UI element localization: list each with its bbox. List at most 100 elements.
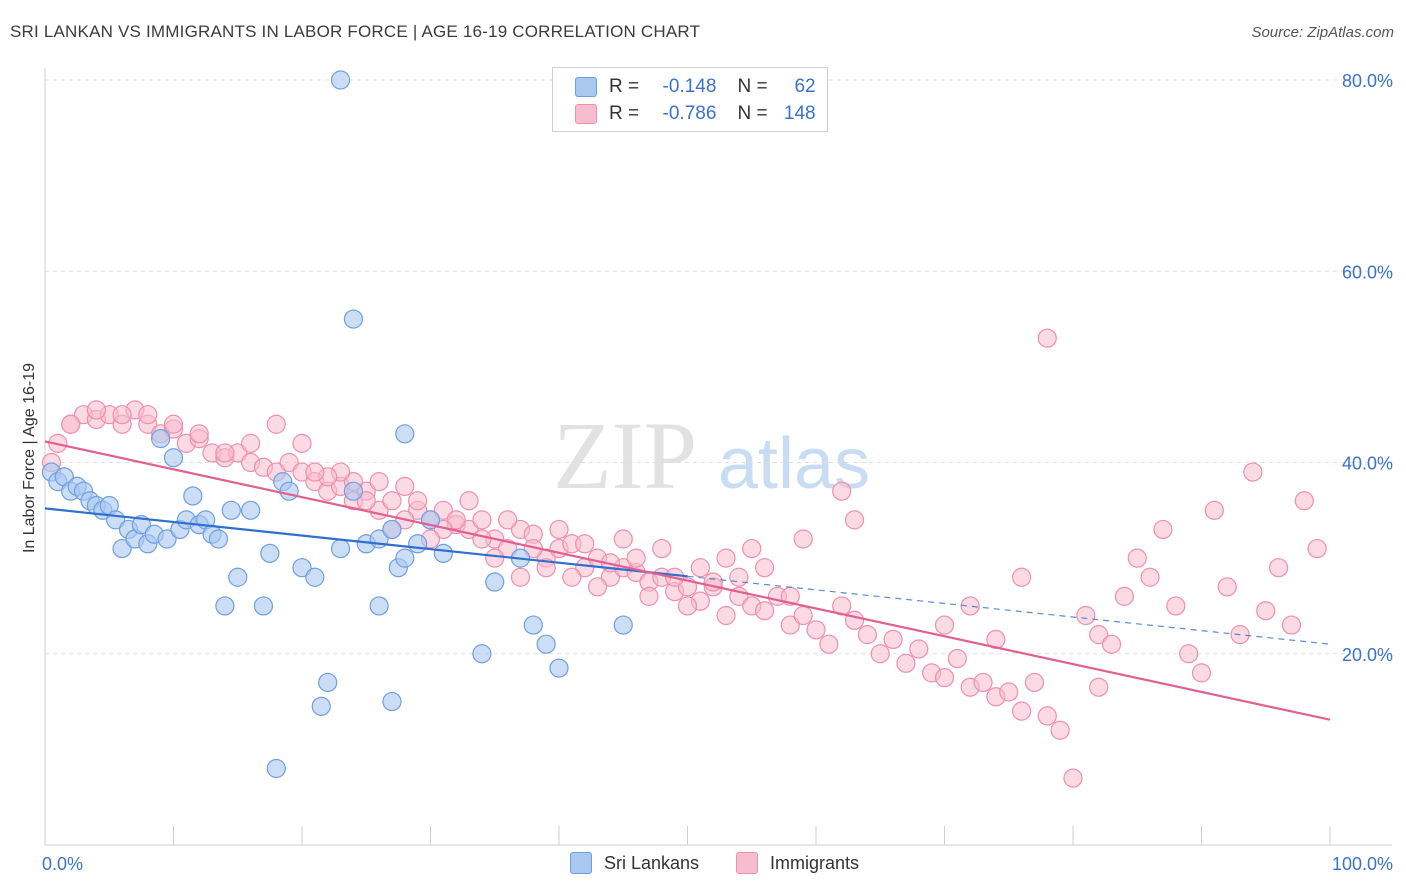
source-label: Source: ZipAtlas.com [1251,24,1394,41]
series-legend: Sri Lankans Immigrants [0,852,1406,878]
series-legend-immigrants: Immigrants [736,852,859,874]
immigrants-point [1037,706,1057,726]
immigrants-point [587,577,608,597]
series-label-sri-lankans: Sri Lankans [604,852,700,873]
grid [45,79,1392,655]
immigrants-point [999,682,1019,702]
sri-lankans-point [343,481,363,501]
immigrants-point [1024,672,1045,693]
immigrants-point [138,405,158,425]
legend-r-value: -0.148 [662,76,717,97]
immigrants-point [1089,677,1109,697]
immigrants-point [870,644,890,664]
immigrants-point [562,567,582,587]
immigrants-point [613,529,633,549]
sri-lankans-point [151,428,171,449]
sri-lankans-point [260,543,280,563]
immigrants-point [832,481,852,501]
immigrants-point [1101,634,1122,654]
immigrants-point [266,414,286,434]
sri-lankans-point [215,596,235,616]
series-legend-sri-lankans: Sri Lankans [570,852,699,874]
sri-lankans-point [613,615,633,635]
immigrants-point [1153,519,1173,540]
x-tick-label: 0.0% [42,854,83,874]
immigrants-point [1011,701,1032,721]
immigrants-point [690,558,710,578]
immigrants-point [510,567,531,587]
immigrants-point [408,491,428,511]
watermark-zip: ZIP [553,402,697,509]
immigrants-point [639,586,659,606]
sri-lankans-point [157,529,177,549]
immigrants-point [857,625,878,645]
immigrants-trend-line [44,440,1331,721]
legend-n-value: 62 [794,76,816,97]
trend-lines [44,440,1331,721]
immigrants-point [947,648,967,669]
immigrants-point [844,510,865,530]
immigrants-point [305,462,325,482]
immigrants-point [112,405,132,425]
immigrants-point [754,558,775,578]
sri-lankans-point [221,500,241,520]
sri-lankans-point [266,758,286,779]
immigrants-point [1063,768,1083,788]
immigrants-point [369,472,389,492]
sri-lankans-point [369,596,389,616]
sri-lankans-point [112,538,132,559]
sri-lankans-point [318,672,338,693]
immigrants-point [1179,644,1199,664]
legend-r-value: -0.786 [662,103,717,124]
legend-swatch-blue [575,77,597,97]
immigrants-point [549,519,569,540]
tick-labels: 20.0% 40.0% 60.0% 80.0% 0.0% 100.0% [42,71,1393,874]
sri-lankans-point [330,70,351,90]
y-tick-label: 60.0% [1342,262,1393,282]
immigrants-point [395,476,415,497]
immigrants-point [472,529,492,549]
sri-lankans-point [228,567,248,587]
sri-lankans-trend-dashed [687,575,1331,645]
immigrants-point [1307,538,1327,559]
sri-lankans-point [395,548,415,568]
immigrants-point [1037,328,1057,348]
immigrants-point [1268,558,1289,578]
correlation-legend: R = -0.148 N = 62 R = -0.786 N = 148 [552,67,828,132]
immigrants-point [575,534,595,554]
immigrants-point [844,610,865,630]
immigrants-point [883,629,903,650]
immigrants-point [1243,462,1263,482]
sri-lankans-point [163,448,184,468]
sri-lankans-trend-solid [44,507,688,578]
immigrants-point [677,596,698,616]
sri-lankans-point [183,486,203,506]
legend-n-label: N = [737,103,768,124]
sri-lankans-point [536,634,556,654]
sri-lankans-point [292,558,312,578]
immigrants-point [1294,491,1314,511]
legend-row-immigrants: R = -0.786 N = 148 [575,101,816,127]
series-label-immigrants: Immigrants [770,852,860,873]
immigrants-point [292,433,312,453]
immigrants-point [163,414,184,434]
immigrants-point [626,548,646,568]
x-tick-label: 100.0% [1332,854,1393,874]
immigrants-point [472,510,492,530]
immigrants-point [86,400,107,420]
immigrants-point [1256,601,1276,621]
immigrants-point [446,510,466,530]
y-tick-label: 40.0% [1342,454,1393,474]
series-swatch-pink [736,852,758,874]
immigrants-point [1076,605,1096,626]
immigrants-points [41,328,1327,788]
series-swatch-blue [570,852,592,874]
immigrants-point [960,596,980,616]
immigrants-point [742,538,762,559]
immigrants-point [1011,567,1032,587]
immigrants-point [973,672,993,693]
immigrants-point [819,634,839,654]
sri-lankans-point [408,534,428,554]
immigrants-point [356,491,376,511]
